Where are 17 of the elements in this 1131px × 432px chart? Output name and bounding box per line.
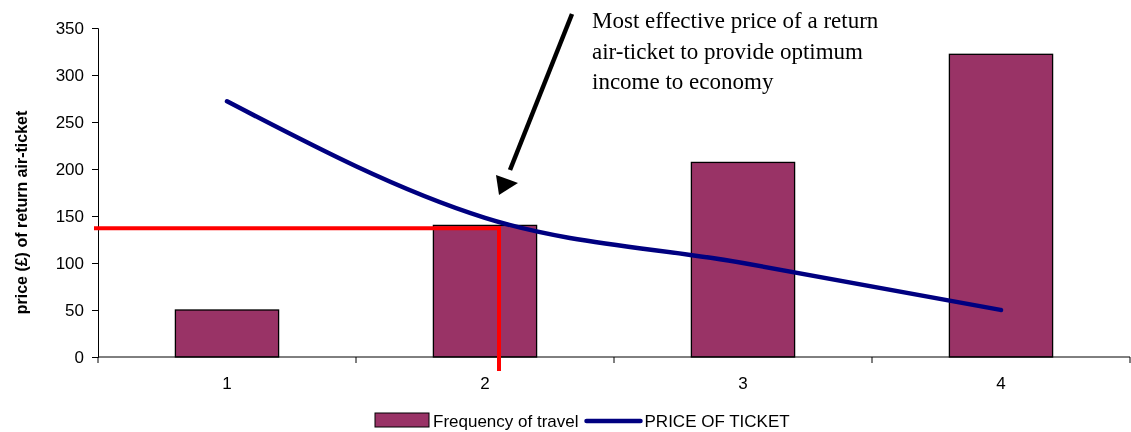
x-tick-label: 3 xyxy=(738,374,748,393)
y-tick-label: 0 xyxy=(74,347,84,367)
annotation: Most effective price of a return air-ticket to provide optimum income to economy xyxy=(592,8,879,94)
x-tick-label: 2 xyxy=(480,374,490,393)
y-tick-label: 350 xyxy=(55,18,84,38)
legend-label: Frequency of travel xyxy=(433,412,579,431)
y-tick-label: 300 xyxy=(55,65,84,85)
y-tick-label: 250 xyxy=(55,112,84,132)
x-tick-label: 4 xyxy=(996,374,1006,393)
legend-label: PRICE OF TICKET xyxy=(644,412,790,431)
y-tick-label: 150 xyxy=(55,206,84,226)
y-tick-label: 50 xyxy=(65,300,84,320)
x-tick-label: 1 xyxy=(222,374,232,393)
y-axis-title: price (£) of return air-ticket xyxy=(13,110,30,315)
y-tick-label: 100 xyxy=(55,253,84,273)
line-series xyxy=(224,99,1004,313)
y-tick-label: 200 xyxy=(55,159,84,179)
